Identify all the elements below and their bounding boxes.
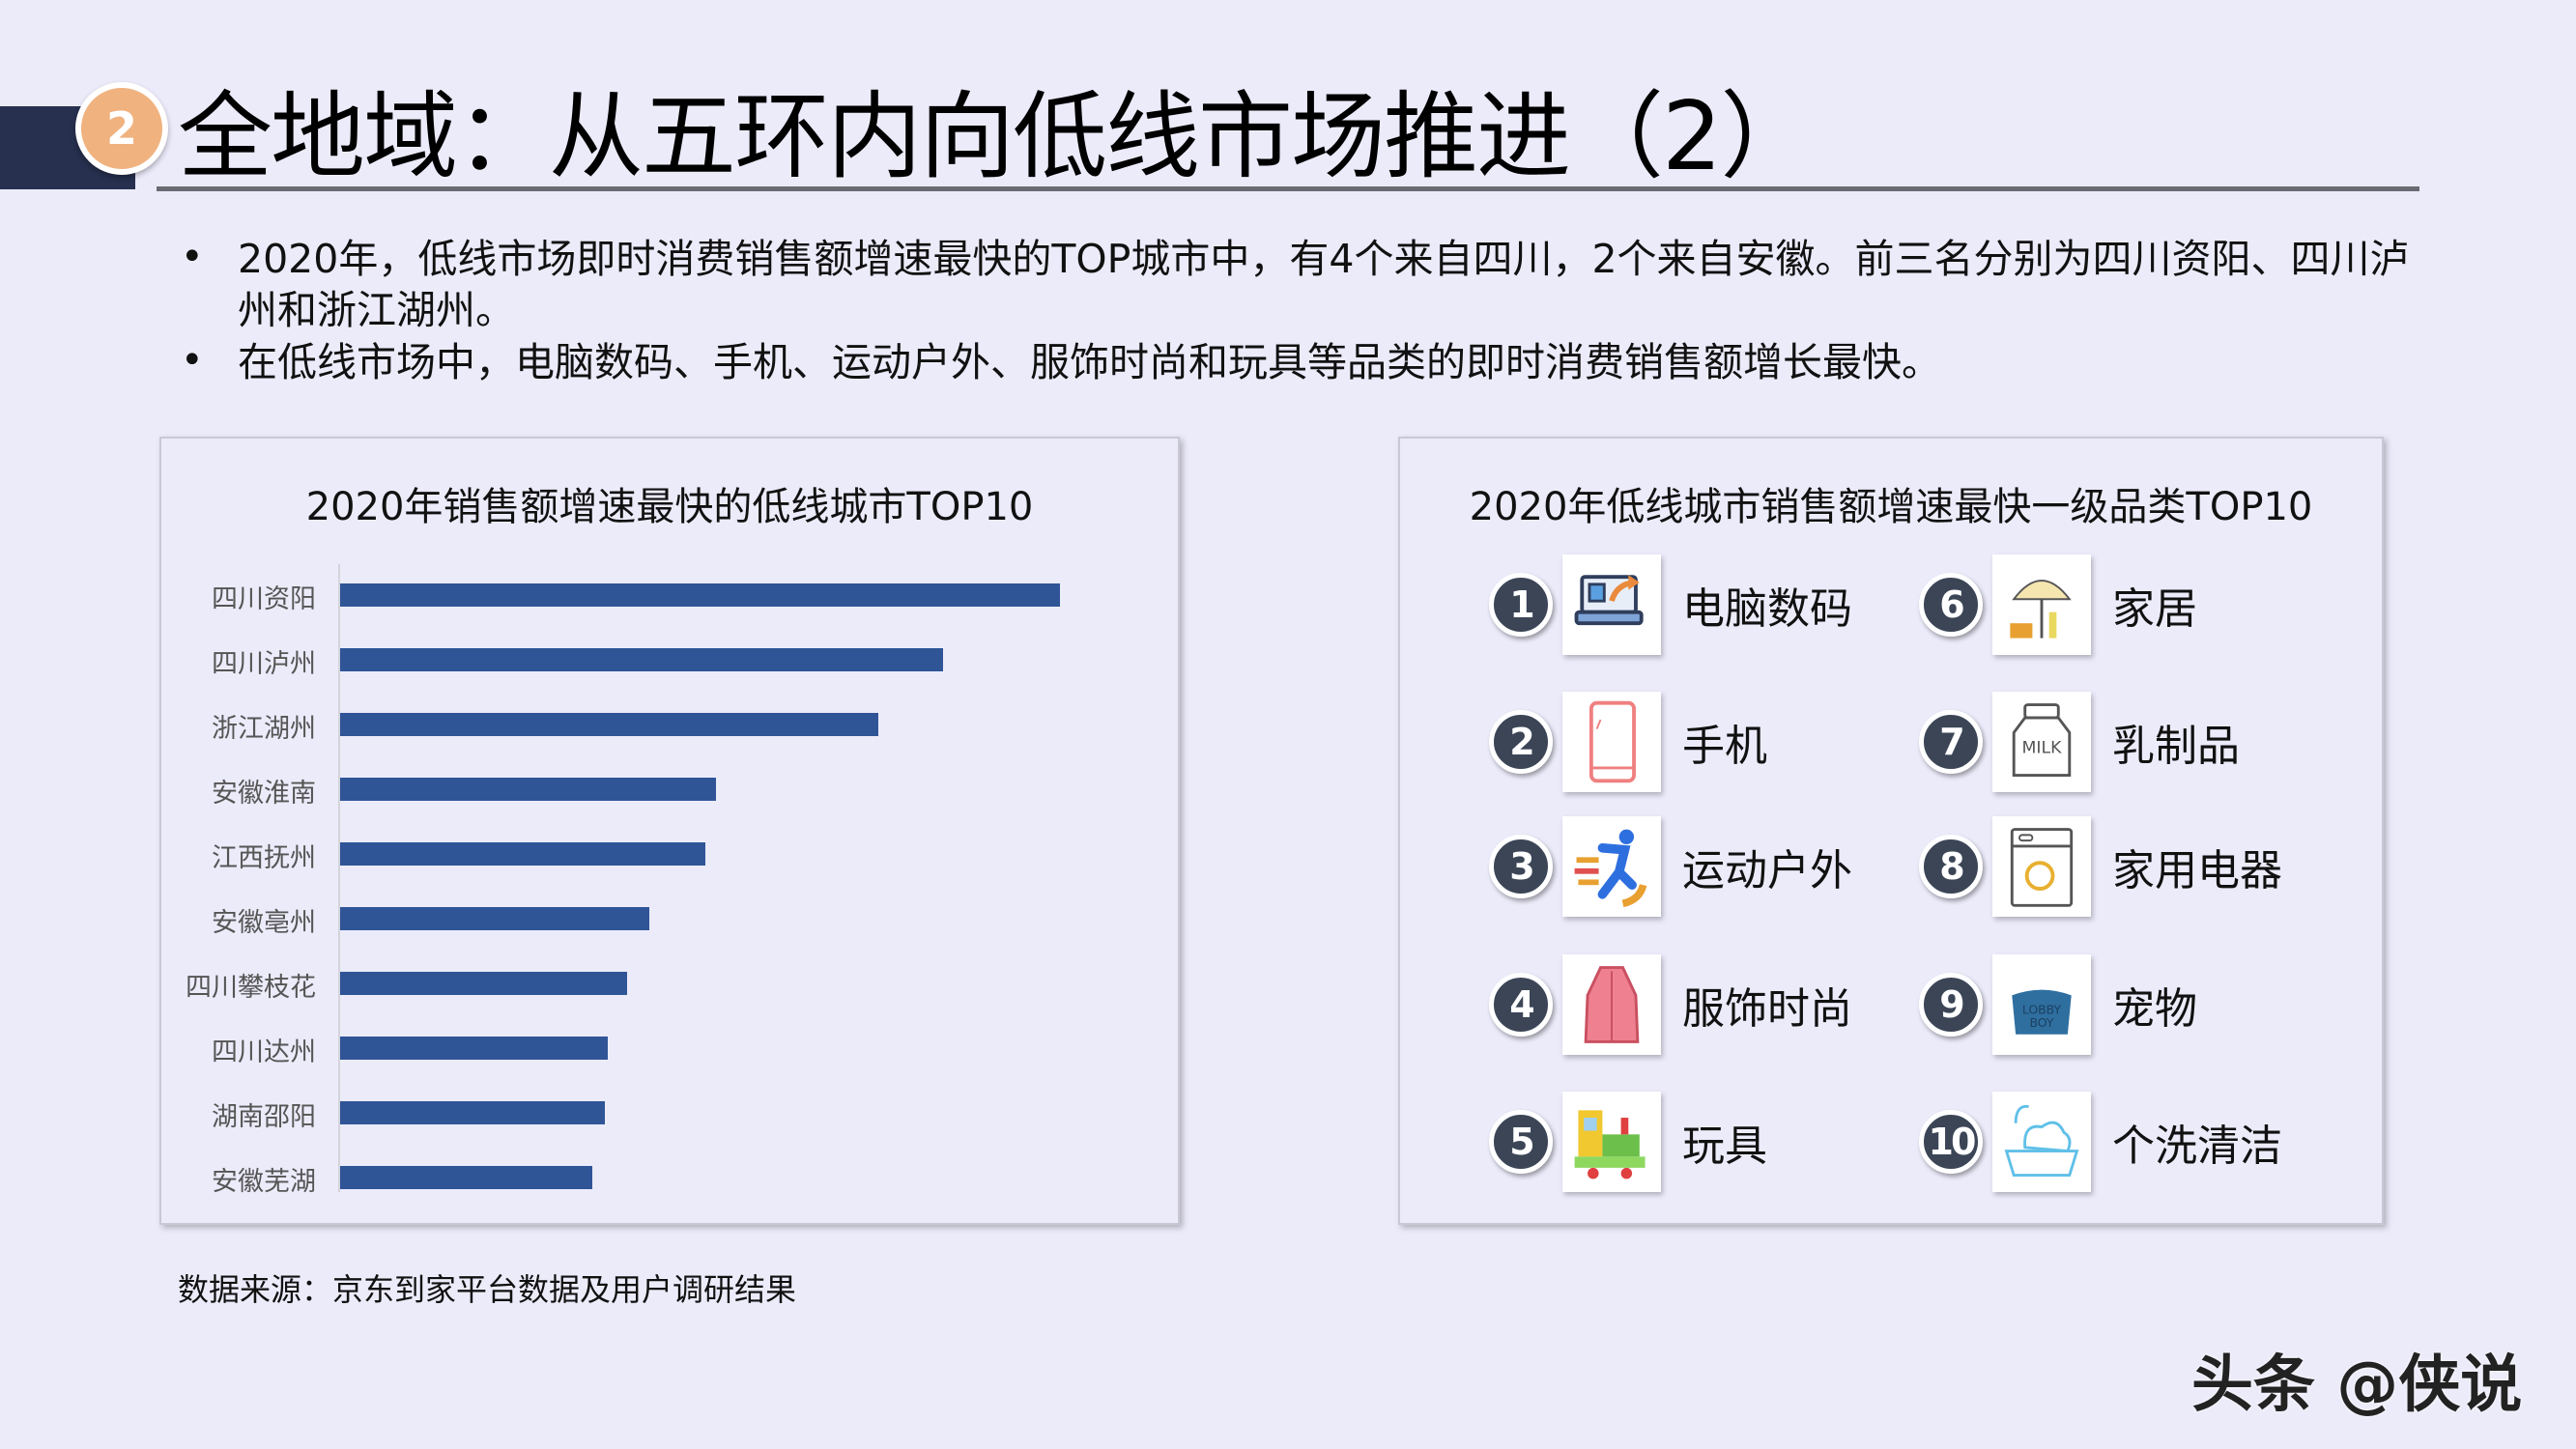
y-axis-line	[338, 564, 340, 1192]
bar-四川资阳	[340, 583, 1060, 607]
category-item: 9 LOBBY BOY 宠物	[1919, 954, 2197, 1055]
category-label: 手机	[1682, 722, 1767, 771]
category-label: 个洗清洁	[2112, 1122, 2282, 1171]
category-item: 2 手机	[1489, 692, 1767, 792]
rank-badge: 3	[1489, 835, 1553, 898]
bar-label: 安徽亳州	[212, 908, 316, 938]
bar-江西抚州	[340, 842, 706, 866]
bar-label: 安徽芜湖	[212, 1167, 316, 1197]
category-label: 运动户外	[1682, 846, 1852, 895]
category-label: 玩具	[1682, 1122, 1767, 1171]
bar-安徽亳州	[340, 907, 649, 930]
runner-icon	[1562, 816, 1661, 917]
bar-安徽淮南	[340, 778, 716, 801]
svg-text:LOBBY: LOBBY	[2022, 1003, 2062, 1017]
category-item: 1 电脑数码	[1489, 554, 1852, 655]
city-chart-panel: 2020年销售额增速最快的低线城市TOP10 四川资阳四川泸州浙江湖州安徽淮南江…	[159, 437, 1180, 1225]
category-item: 3 运动户外	[1489, 816, 1852, 917]
bar-label: 安徽淮南	[212, 779, 316, 809]
category-label: 宠物	[2112, 984, 2197, 1034]
toy-train-icon	[1562, 1092, 1661, 1192]
bar-label: 江西抚州	[212, 843, 316, 873]
bar-安徽芜湖	[340, 1166, 593, 1189]
bar-四川泸州	[340, 648, 944, 671]
bar-label: 四川资阳	[212, 584, 316, 614]
bath-icon	[1992, 1092, 2091, 1192]
bar-label: 四川泸州	[212, 649, 316, 679]
umbrella-icon	[1992, 554, 2091, 655]
category-item: 10 个洗清洁	[1919, 1092, 2282, 1192]
rank-badge: 2	[1489, 710, 1553, 774]
bullet-text: 在低线市场中，电脑数码、手机、运动户外、服饰时尚和玩具等品类的即时消费销售额增长…	[238, 339, 1941, 385]
phone-icon	[1562, 692, 1661, 792]
category-panel: 2020年低线城市销售额增速最快一级品类TOP10 1 电脑数码 2 手机 3 运动…	[1398, 437, 2384, 1225]
svg-text:MILK: MILK	[2022, 739, 2063, 758]
bullet-text: 2020年，低线市场即时消费销售额增速最快的TOP城市中，有4个来自四川，2个来…	[238, 236, 2410, 333]
bar-四川达州	[340, 1037, 609, 1060]
title-divider	[157, 186, 2419, 191]
svg-text:BOY: BOY	[2029, 1015, 2053, 1030]
category-label: 服饰时尚	[1682, 984, 1852, 1034]
bar-浙江湖州	[340, 713, 878, 736]
rank-badge: 7	[1919, 710, 1983, 774]
rank-badge: 4	[1489, 973, 1553, 1037]
rank-badge: 8	[1919, 835, 1983, 898]
washing-machine-icon	[1992, 816, 2091, 917]
pet-bowl-icon: LOBBY BOY	[1992, 954, 2091, 1055]
chart-title: 2020年销售额增速最快的低线城市TOP10	[305, 485, 1034, 529]
category-label: 乳制品	[2112, 722, 2240, 771]
page-title: 全地域：从五环内向低线市场推进（2）	[178, 82, 1815, 192]
category-label: 电脑数码	[1682, 584, 1852, 634]
bullet-dot: •	[181, 235, 204, 279]
category-item: 7 MILK 乳制品	[1919, 692, 2240, 792]
category-label: 家居	[2112, 584, 2197, 634]
bar-湖南邵阳	[340, 1101, 606, 1124]
rank-badge: 9	[1919, 973, 1983, 1037]
rank-badge: 6	[1919, 573, 1983, 637]
rank-badge: 5	[1489, 1110, 1553, 1174]
coat-icon	[1562, 954, 1661, 1055]
section-badge: 2	[75, 82, 168, 175]
rank-badge: 1	[1489, 573, 1553, 637]
bullet-dot: •	[181, 338, 204, 383]
category-item: 5 玩具	[1489, 1092, 1767, 1192]
bar-label: 湖南邵阳	[212, 1102, 316, 1132]
rank-badge: 10	[1919, 1110, 1983, 1174]
category-item: 6 家居	[1919, 554, 2197, 655]
bar-label: 浙江湖州	[212, 714, 316, 744]
category-title: 2020年低线城市销售额增速最快一级品类TOP10	[1469, 485, 2313, 529]
category-item: 4 服饰时尚	[1489, 954, 1852, 1055]
bar-label: 四川攀枝花	[186, 973, 316, 1003]
category-label: 家用电器	[2112, 846, 2282, 895]
watermark: 头条 @侠说	[2191, 1350, 2523, 1421]
source-note: 数据来源：京东到家平台数据及用户调研结果	[178, 1271, 797, 1308]
category-item: 8 家用电器	[1919, 816, 2282, 917]
milk-icon: MILK	[1992, 692, 2091, 792]
laptop-icon	[1562, 554, 1661, 655]
bar-label: 四川达州	[212, 1037, 316, 1067]
bar-四川攀枝花	[340, 972, 627, 995]
